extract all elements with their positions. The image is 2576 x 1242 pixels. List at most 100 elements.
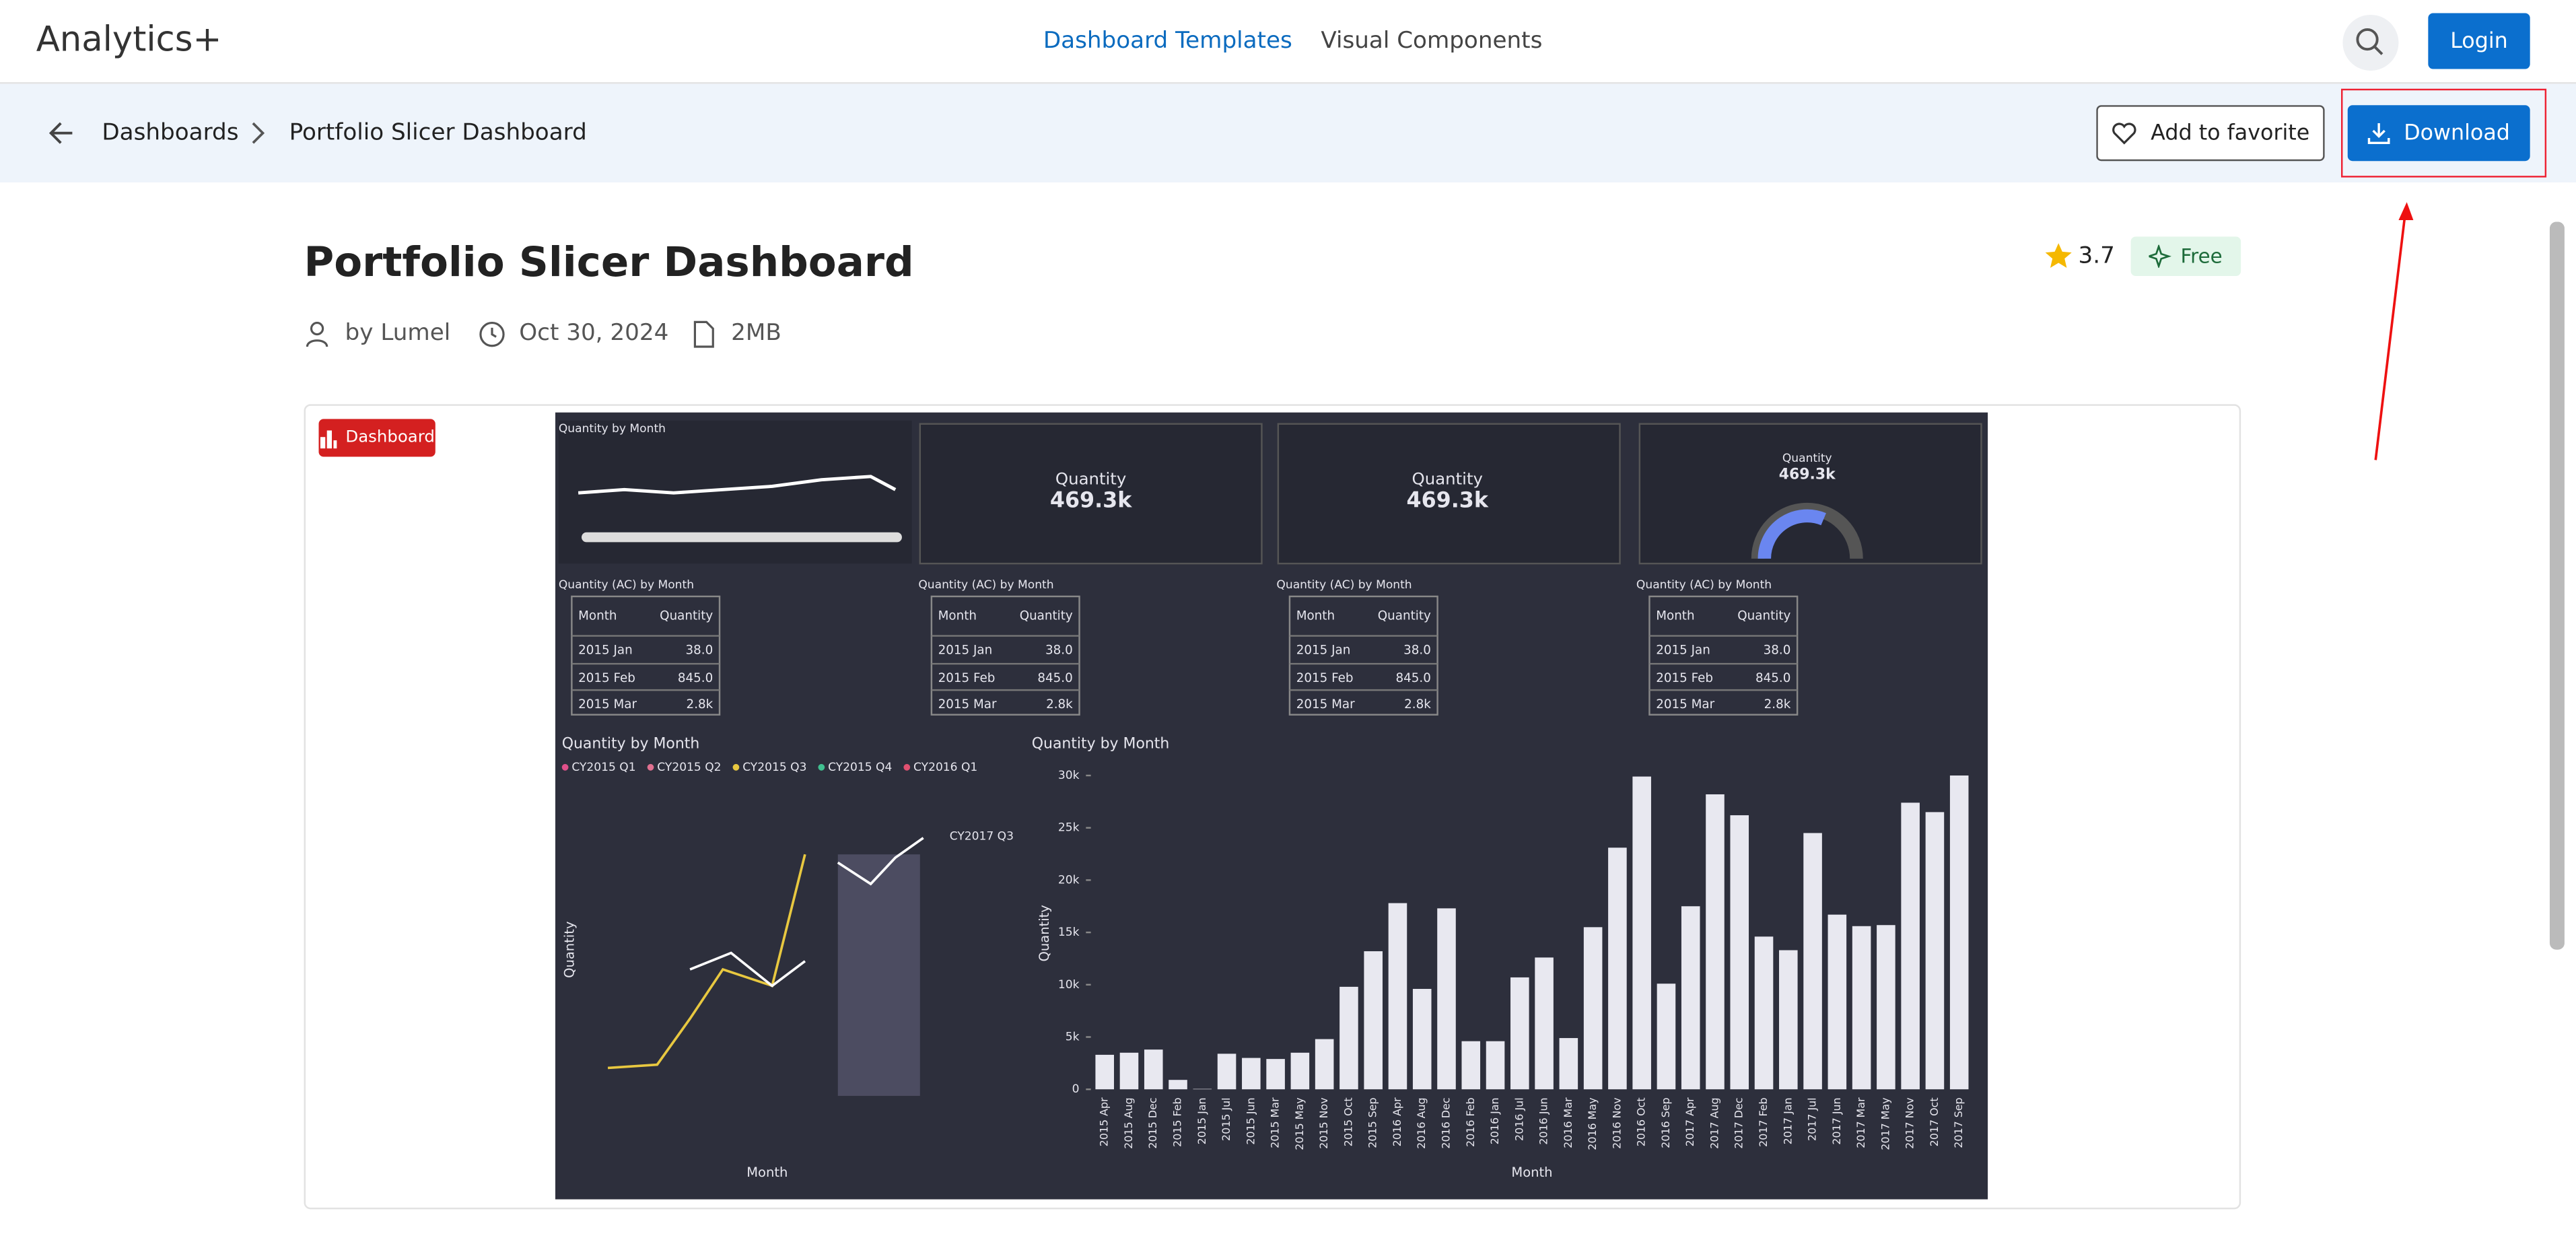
donut-value <box>1757 509 1826 559</box>
x-tick-label: 2016 Jul <box>1512 1097 1525 1141</box>
preview-card <box>304 404 2241 1210</box>
x-tick-label: 2015 Mar <box>1269 1097 1282 1148</box>
scroll-track <box>582 532 902 543</box>
bar <box>1193 1089 1212 1090</box>
x-tick-label: 2017 Dec <box>1733 1097 1745 1148</box>
bar <box>1510 977 1529 1090</box>
x-tick-label: 2016 Mar <box>1562 1097 1574 1148</box>
chevron <box>252 122 265 144</box>
sparkline <box>578 475 897 495</box>
x-tick-label: 2017 Jul <box>1806 1097 1819 1141</box>
y-tick-label: 10k <box>1058 978 1080 992</box>
series-line <box>837 837 924 886</box>
breadcrumb-link[interactable]: Dashboards <box>102 120 239 147</box>
sparkle-icon <box>2149 244 2172 268</box>
favorite-button[interactable]: Add to favorite <box>2096 105 2325 162</box>
legend-dot <box>647 763 654 771</box>
table-cell: 38.0 <box>1764 644 1791 658</box>
bar <box>1242 1058 1261 1090</box>
legend-dot <box>561 763 569 771</box>
back-arrow[interactable] <box>46 116 79 149</box>
login-button[interactable]: Login <box>2428 13 2530 69</box>
y-tick-label: 30k <box>1058 769 1080 782</box>
x-tick-label: 2015 Dec <box>1146 1097 1159 1148</box>
heart-icon <box>2112 123 2136 145</box>
search-button[interactable] <box>2341 13 2400 73</box>
table-header: Month <box>938 609 977 623</box>
chart-title: Quantity by Month <box>562 736 700 753</box>
table-header: Month <box>578 609 617 623</box>
file-icon <box>693 320 714 348</box>
price: Free <box>2180 244 2223 268</box>
bar <box>1901 802 1920 1090</box>
table <box>930 595 1080 716</box>
x-tick-label: 2017 Oct <box>1928 1097 1941 1146</box>
table-cell: 2.8k <box>1764 697 1791 712</box>
x-tick-label: 2017 Aug <box>1708 1097 1720 1148</box>
size: 2MB <box>731 320 781 347</box>
kpi-value: 469.3k <box>1050 488 1132 512</box>
price-badge: Free <box>2130 236 2241 277</box>
x-tick-label: 2015 Nov <box>1317 1097 1330 1148</box>
bar <box>1535 957 1554 1090</box>
category-badge: Dashboard <box>318 419 436 457</box>
axis-label: Month <box>746 1165 788 1180</box>
bar <box>1706 794 1725 1090</box>
x-tick-label: 2016 Apr <box>1391 1097 1403 1146</box>
table-title: Quantity (AC) by Month <box>559 578 694 592</box>
series-line <box>689 951 806 988</box>
legend-dot <box>903 763 911 771</box>
table-cell: 2015 Jan <box>938 644 993 658</box>
bar <box>1364 951 1383 1090</box>
legend-label: CY2015 Q1 <box>571 761 635 774</box>
bar <box>1095 1054 1114 1090</box>
bar <box>1169 1080 1187 1090</box>
x-tick-label: 2017 Jan <box>1781 1097 1794 1144</box>
table-cell: 2015 Mar <box>938 697 997 712</box>
star-icon <box>2045 243 2072 268</box>
legend-dot <box>818 763 825 771</box>
x-tick-label: 2015 Sep <box>1366 1097 1379 1148</box>
nav-link[interactable]: Dashboard Templates <box>1043 28 1292 55</box>
x-tick-label: 2016 Jan <box>1488 1097 1501 1144</box>
bar <box>1486 1041 1505 1090</box>
x-tick-label: 2016 Dec <box>1440 1097 1453 1148</box>
bar <box>1827 914 1847 1090</box>
scrollbar-thumb[interactable] <box>2549 221 2565 950</box>
download-button[interactable]: Download <box>2347 105 2530 162</box>
chart-icon <box>320 429 338 448</box>
legend-label: CY2015 Q3 <box>742 761 806 774</box>
bar <box>1657 984 1676 1090</box>
x-tick-label: 2017 Nov <box>1904 1097 1916 1148</box>
table-cell: 2.8k <box>687 697 713 712</box>
bar <box>1266 1059 1285 1090</box>
table-title: Quantity (AC) by Month <box>1636 578 1772 592</box>
x-tick-label: 2015 Jul <box>1220 1097 1232 1141</box>
table <box>571 595 721 716</box>
logo[interactable]: Analytics+ <box>36 20 222 59</box>
bar <box>1217 1054 1237 1090</box>
table-cell: 2015 Mar <box>1656 697 1714 712</box>
bar <box>1290 1052 1310 1090</box>
breadcrumb-current: Portfolio Slicer Dashboard <box>289 120 587 147</box>
nav-link[interactable]: Visual Components <box>1321 28 1543 55</box>
rating: 3.7 <box>2078 243 2115 270</box>
bar <box>1339 986 1358 1090</box>
table-cell: 2015 Feb <box>938 671 996 685</box>
bar <box>1877 925 1895 1090</box>
bar <box>1144 1049 1163 1090</box>
table-cell: 845.0 <box>1037 671 1072 685</box>
axis-label: Quantity <box>1037 905 1052 961</box>
kpi-panel <box>919 423 1263 565</box>
bar <box>1583 927 1603 1090</box>
table <box>1288 595 1438 716</box>
table-cell: 2015 Jan <box>1296 644 1351 658</box>
area <box>837 854 920 1096</box>
axis-label: Month <box>1511 1165 1552 1180</box>
legend-label: CY2015 Q2 <box>657 761 721 774</box>
download-label: Download <box>2404 120 2510 146</box>
bar <box>1681 906 1700 1090</box>
dashboard-preview: Quantity by MonthQuantity469.3kQuantity4… <box>555 412 1988 1200</box>
kpi-label: Quantity <box>1782 452 1832 465</box>
